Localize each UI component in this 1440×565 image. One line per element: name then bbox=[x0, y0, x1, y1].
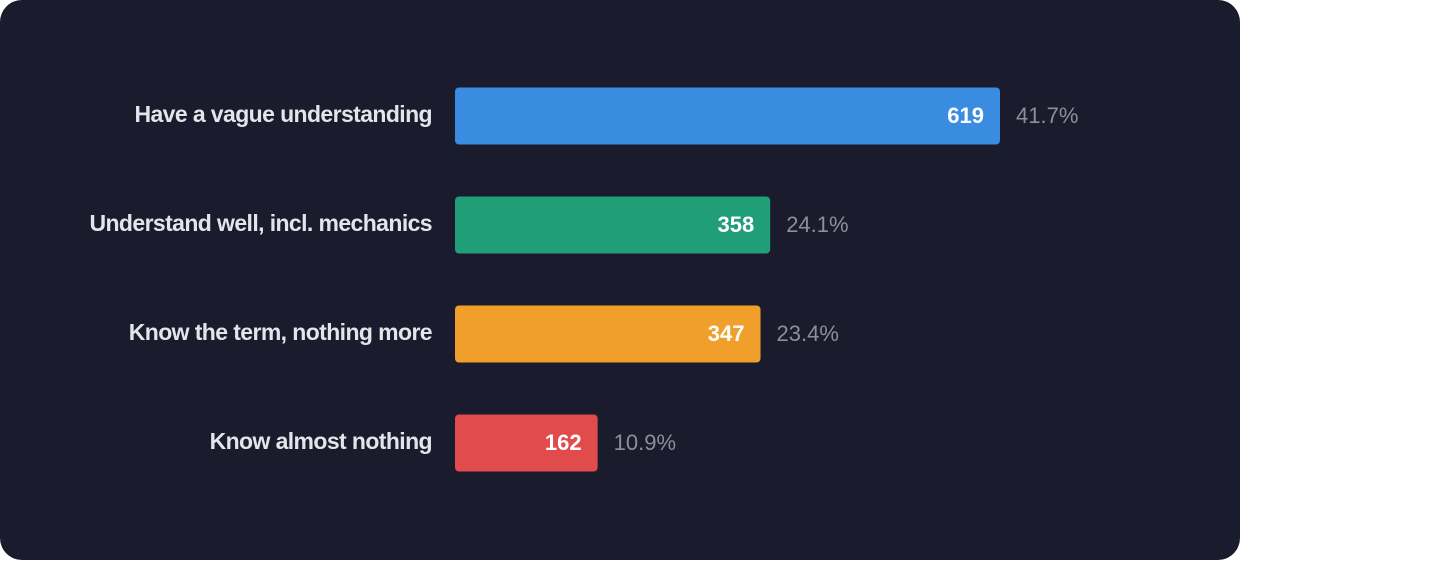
value-label: 619 bbox=[947, 103, 984, 128]
bar bbox=[455, 196, 771, 254]
value-label: 358 bbox=[717, 212, 754, 237]
category-label: Know the term, nothing more bbox=[129, 319, 432, 345]
percentage-label: 10.9% bbox=[614, 430, 676, 455]
panel bbox=[0, 0, 1240, 560]
percentage-label: 41.7% bbox=[1016, 103, 1078, 128]
value-label: 162 bbox=[545, 430, 582, 455]
category-label: Know almost nothing bbox=[210, 428, 432, 454]
category-label: Have a vague understanding bbox=[134, 101, 432, 127]
bar bbox=[455, 414, 598, 472]
percentage-label: 24.1% bbox=[786, 212, 848, 237]
category-label: Understand well, incl. mechanics bbox=[89, 210, 432, 236]
bar bbox=[455, 305, 761, 363]
value-label: 347 bbox=[708, 321, 745, 346]
percentage-label: 23.4% bbox=[777, 321, 839, 346]
bar bbox=[455, 87, 1000, 145]
